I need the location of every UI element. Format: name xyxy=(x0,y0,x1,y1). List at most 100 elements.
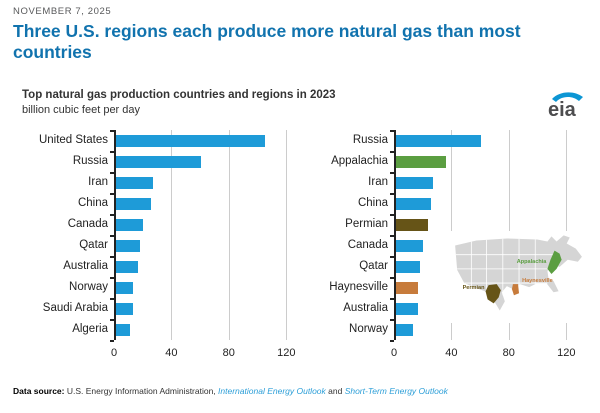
bar-appalachia xyxy=(396,155,447,168)
eia-logo-text: eia xyxy=(548,99,577,119)
category-label-russia: Russia xyxy=(352,134,388,146)
category-label-russia: Russia xyxy=(72,155,108,167)
bar-china xyxy=(396,197,431,210)
bar-qatar xyxy=(116,239,141,252)
y-tick xyxy=(110,277,114,279)
category-label-iran: Iran xyxy=(368,176,388,188)
y-axis xyxy=(394,130,396,340)
y-tick xyxy=(110,193,114,195)
category-label-china: China xyxy=(77,197,108,209)
category-label-norway: Norway xyxy=(349,323,388,335)
y-tick xyxy=(390,340,394,342)
category-label-canada: Canada xyxy=(347,239,388,251)
x-tick-label-0: 0 xyxy=(390,347,398,359)
data-source-label: Data source: xyxy=(13,386,65,396)
eia-logo: eia xyxy=(545,89,587,124)
x-tick-label-80: 80 xyxy=(222,347,235,359)
bar-united-states xyxy=(116,134,266,147)
category-label-united-states: United States xyxy=(38,134,108,146)
category-label-haynesville: Haynesville xyxy=(329,281,388,293)
category-label-iran: Iran xyxy=(88,176,108,188)
chart-panel: Top natural gas production countries and… xyxy=(0,84,600,374)
y-tick xyxy=(110,130,114,132)
state-borders xyxy=(455,236,560,296)
data-source-conjunction: and xyxy=(325,386,345,396)
y-tick xyxy=(390,298,394,300)
y-tick xyxy=(390,214,394,216)
bar-australia xyxy=(396,302,418,315)
us-map-silhouette xyxy=(455,235,582,311)
y-tick xyxy=(110,151,114,153)
y-tick xyxy=(110,214,114,216)
data-source-text: U.S. Energy Information Administration, xyxy=(64,386,219,396)
bar-iran xyxy=(396,176,434,189)
gridline-120 xyxy=(286,130,288,340)
gridline-80 xyxy=(228,130,230,340)
category-label-australia: Australia xyxy=(63,260,108,272)
bar-qatar xyxy=(396,260,421,273)
article-date: NOVEMBER 7, 2025 xyxy=(13,6,112,17)
bar-canada xyxy=(116,218,144,231)
category-label-appalachia: Appalachia xyxy=(331,155,388,167)
bar-haynesville xyxy=(396,281,418,294)
bar-china xyxy=(116,197,151,210)
category-label-qatar: Qatar xyxy=(359,260,388,272)
y-tick xyxy=(110,340,114,342)
bar-canada xyxy=(396,239,424,252)
x-tick-label-120: 120 xyxy=(557,347,576,359)
y-tick xyxy=(390,151,394,153)
x-tick-label-80: 80 xyxy=(502,347,515,359)
bar-norway xyxy=(396,323,414,336)
y-tick xyxy=(110,319,114,321)
data-source-line: Data source: U.S. Energy Information Adm… xyxy=(13,386,448,396)
bar-permian xyxy=(396,218,428,231)
chart-units-subtitle: billion cubic feet per day xyxy=(22,104,141,116)
y-tick xyxy=(390,235,394,237)
appalachia-map-label: Appalachia xyxy=(517,259,548,265)
bar-norway xyxy=(116,281,134,294)
y-tick xyxy=(390,130,394,132)
bar-chart-countries-and-regions: 0 40 80 120 Russia Appalachia Iran China Permian… xyxy=(289,130,589,366)
y-axis xyxy=(114,130,116,340)
ieo-link[interactable]: International Energy Outlook xyxy=(218,386,326,396)
y-tick xyxy=(390,193,394,195)
category-label-permian: Permian xyxy=(345,218,388,230)
category-label-qatar: Qatar xyxy=(79,239,108,251)
bar-russia xyxy=(116,155,201,168)
y-tick xyxy=(110,256,114,258)
y-tick xyxy=(110,235,114,237)
us-regions-map: Appalachia Permian Haynesville xyxy=(446,231,588,323)
x-tick-label-120: 120 xyxy=(277,347,296,359)
permian-map-label: Permian xyxy=(463,285,486,291)
appalachia-region xyxy=(547,250,562,274)
gridline-40 xyxy=(171,130,173,340)
bar-russia xyxy=(396,134,481,147)
bar-chart-countries: 0 40 80 120 United States Russia Iran China Cana… xyxy=(9,130,309,366)
x-tick-label-40: 40 xyxy=(165,347,178,359)
bar-algeria xyxy=(116,323,131,336)
bar-saudi-arabia xyxy=(116,302,134,315)
category-label-norway: Norway xyxy=(69,281,108,293)
y-tick xyxy=(390,277,394,279)
eia-logo-swoosh xyxy=(552,92,583,102)
article-headline: Three U.S. regions each produce more nat… xyxy=(13,21,521,63)
category-label-australia: Australia xyxy=(343,302,388,314)
y-tick xyxy=(390,172,394,174)
x-tick-label-40: 40 xyxy=(445,347,458,359)
y-tick xyxy=(110,172,114,174)
x-tick-label-0: 0 xyxy=(110,347,118,359)
category-label-china: China xyxy=(357,197,388,209)
steo-link[interactable]: Short-Term Energy Outlook xyxy=(344,386,448,396)
y-tick xyxy=(390,319,394,321)
category-label-algeria: Algeria xyxy=(72,323,108,335)
y-tick xyxy=(390,256,394,258)
bar-iran xyxy=(116,176,154,189)
haynesville-region xyxy=(511,284,520,296)
haynesville-map-label: Haynesville xyxy=(522,278,553,284)
category-label-canada: Canada xyxy=(67,218,108,230)
permian-region xyxy=(485,284,501,304)
chart-title: Top natural gas production countries and… xyxy=(22,89,336,101)
category-label-saudi-arabia: Saudi Arabia xyxy=(42,302,108,314)
bar-australia xyxy=(116,260,138,273)
